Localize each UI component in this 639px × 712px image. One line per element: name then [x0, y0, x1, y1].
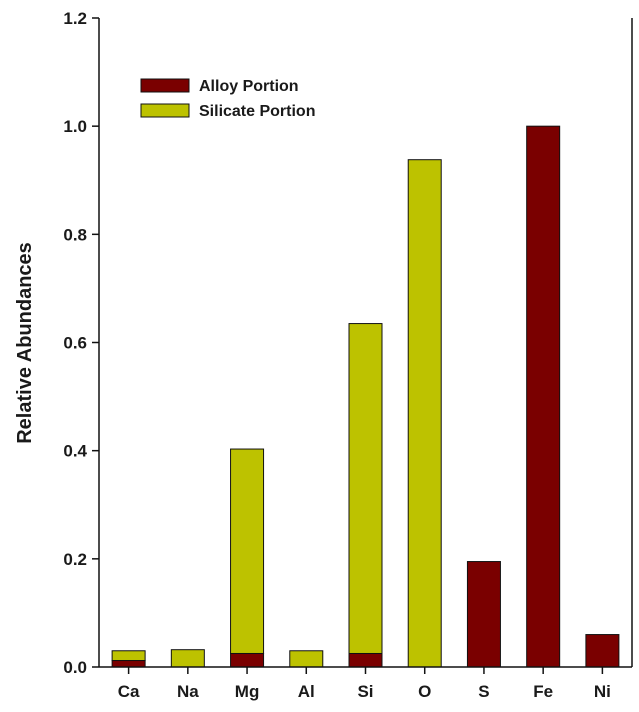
y-tick-label: 1.2: [63, 9, 87, 28]
bar-si-silicate: [348, 323, 383, 654]
y-axis-title: Relative Abundances: [14, 242, 36, 444]
y-tick-label: 0.6: [63, 334, 87, 353]
x-tick-label-mg: Mg: [235, 682, 260, 701]
x-tick-label-s: S: [478, 682, 489, 701]
y-tick-label: 0.4: [63, 442, 87, 461]
x-tick-label-ni: Ni: [594, 682, 611, 701]
y-tick-label: 0.0: [63, 658, 87, 677]
bar-ni-alloy: [585, 634, 620, 668]
bar-si-alloy: [348, 652, 383, 668]
bar-s-alloy: [466, 561, 501, 668]
legend: Alloy Portion Silicate Portion: [140, 78, 315, 120]
x-tick-label-al: Al: [298, 682, 315, 701]
x-tick-label-na: Na: [177, 682, 199, 701]
y-tick-label: 0.2: [63, 550, 87, 569]
bar-ca-silicate: [111, 650, 146, 662]
legend-label-alloy: Alloy Portion: [199, 78, 299, 95]
y-tick-label: 1.0: [63, 117, 87, 136]
x-tick-label-fe: Fe: [533, 682, 553, 701]
legend-swatch-alloy: [140, 78, 190, 93]
ticks-group: 0.0 0.2 0.4 0.6 0.8 1.0 1.2 Ca Na Mg Al Si O S Fe Ni: [63, 9, 611, 701]
x-tick-label-ca: Ca: [118, 682, 140, 701]
bar-na-silicate: [170, 649, 205, 668]
x-tick-label-si: Si: [357, 682, 373, 701]
bar-o-silicate: [407, 159, 442, 668]
x-tick-label-o: O: [418, 682, 431, 701]
bar-ca-alloy: [111, 660, 146, 668]
bars-group: [111, 125, 620, 668]
bar-al-silicate: [289, 650, 324, 668]
legend-swatch-silicate: [140, 103, 190, 118]
legend-label-silicate: Silicate Portion: [199, 103, 315, 120]
bar-fe-alloy: [526, 125, 561, 668]
bar-mg-alloy: [230, 652, 265, 668]
y-tick-label: 0.8: [63, 225, 87, 244]
bar-mg-silicate: [230, 448, 265, 654]
